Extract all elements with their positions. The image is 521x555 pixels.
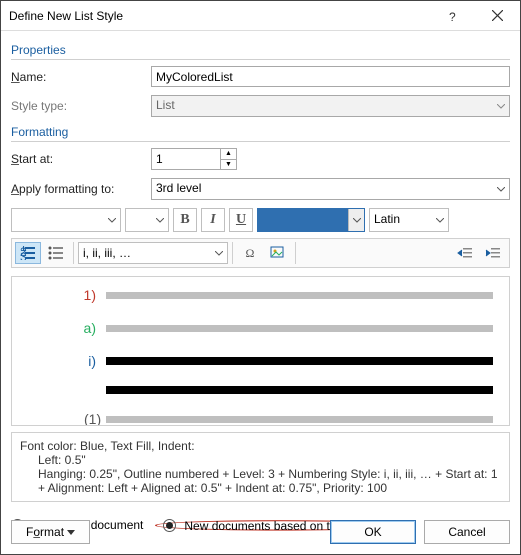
chevron-down-icon	[493, 96, 509, 116]
chevron-down-icon[interactable]	[493, 179, 509, 199]
italic-button[interactable]: I	[201, 208, 225, 232]
name-label: Name:	[11, 70, 151, 84]
font-color-combo[interactable]	[257, 208, 365, 232]
script-combo[interactable]: Latin	[369, 208, 449, 232]
numbered-list-button[interactable]: 1 2 3	[15, 242, 41, 264]
start-at-label: Start at:	[11, 152, 151, 166]
window-title: Define New List Style	[9, 9, 430, 23]
formatting-section: Formatting	[11, 125, 510, 142]
style-type-combo: List	[151, 95, 510, 117]
bold-button[interactable]: B	[173, 208, 197, 232]
picture-icon	[270, 246, 286, 260]
font-size-combo[interactable]	[125, 208, 169, 232]
underline-button[interactable]: U	[229, 208, 253, 232]
number-format-combo[interactable]: i, ii, iii, …	[78, 242, 228, 264]
omega-icon: Ω	[246, 246, 255, 261]
increase-indent-icon	[485, 246, 501, 260]
chevron-down-icon[interactable]	[104, 209, 120, 231]
preview-pane: 1)a)i)(1)	[11, 276, 510, 426]
start-at-input[interactable]	[151, 148, 221, 170]
properties-section: Properties	[11, 43, 510, 60]
svg-text:?: ?	[449, 10, 456, 23]
style-description: Font color: Blue, Text Fill, Indent: Lef…	[11, 432, 510, 502]
apply-to-label: Apply formatting to:	[11, 182, 151, 196]
help-icon: ?	[446, 9, 460, 23]
chevron-down-icon[interactable]	[211, 243, 227, 263]
style-type-label: Style type:	[11, 99, 151, 113]
spin-up[interactable]: ▲	[221, 149, 236, 160]
format-button[interactable]: Format	[11, 520, 90, 544]
chevron-down-icon[interactable]	[348, 209, 364, 231]
help-button[interactable]: ?	[430, 1, 475, 31]
chevron-down-icon[interactable]	[432, 209, 448, 231]
insert-symbol-button[interactable]: Ω	[237, 242, 263, 264]
font-name-combo[interactable]	[11, 208, 121, 232]
ok-button[interactable]: OK	[330, 520, 416, 544]
decrease-indent-button[interactable]	[452, 242, 478, 264]
chevron-down-icon	[67, 530, 75, 535]
increase-indent-button[interactable]	[480, 242, 506, 264]
chevron-down-icon[interactable]	[152, 209, 168, 231]
cancel-button[interactable]: Cancel	[424, 520, 510, 544]
numbered-list-icon: 1 2 3	[20, 246, 36, 260]
apply-to-combo[interactable]: 3rd level	[151, 178, 510, 200]
name-input[interactable]	[151, 66, 510, 87]
close-icon	[492, 10, 503, 21]
bulleted-list-button[interactable]	[43, 242, 69, 264]
insert-picture-button[interactable]	[265, 242, 291, 264]
close-button[interactable]	[475, 1, 520, 31]
bulleted-list-icon	[48, 246, 64, 260]
decrease-indent-icon	[457, 246, 473, 260]
spin-down[interactable]: ▼	[221, 160, 236, 170]
